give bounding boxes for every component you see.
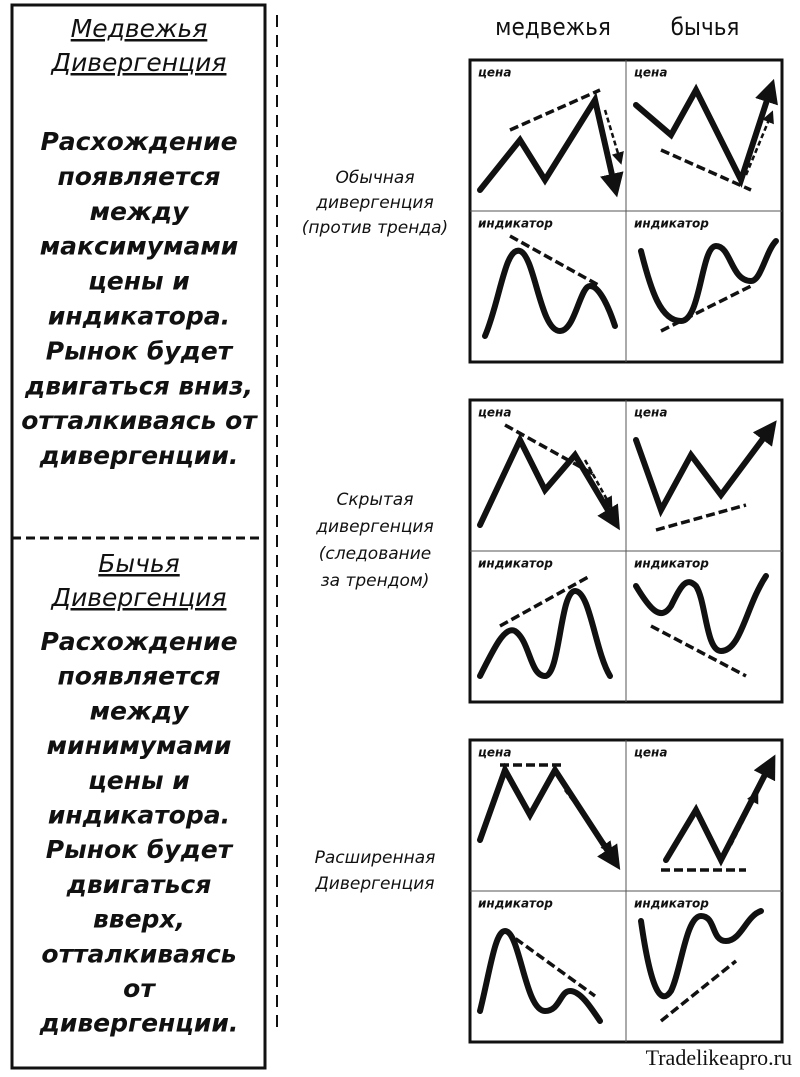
panel-text: Расхождение [40, 627, 237, 656]
curve [477, 762, 621, 871]
panel-title: Медвежья [71, 14, 208, 43]
panel-text: дивергенции. [39, 1009, 239, 1038]
trend-line [659, 959, 738, 1023]
panel-text: между [90, 197, 190, 226]
trend-arrow [744, 110, 774, 176]
row-label: дивергенция [315, 193, 433, 213]
trend-line [504, 423, 596, 477]
panel-text: дивергенции. [39, 441, 239, 470]
cell: индикатор [633, 557, 769, 678]
panel-title: Дивергенция [51, 48, 227, 77]
panel-text: появляется [57, 162, 220, 191]
curve [477, 92, 624, 198]
cell: индикатор [478, 217, 618, 339]
cell-label: индикатор [634, 557, 709, 571]
cell: цена [633, 406, 777, 532]
row-label: Скрытая [337, 490, 414, 510]
curve [663, 754, 776, 867]
cell-label: индикатор [478, 217, 553, 231]
panel-text: вверх, [93, 905, 185, 934]
panel-text: между [90, 696, 190, 725]
panel-text: максимумами [40, 232, 239, 261]
panel-text: Рынок будет [46, 336, 234, 365]
column-header: медвежья [495, 13, 611, 41]
curve [477, 587, 613, 680]
panel-text: от [123, 974, 156, 1003]
cell: цена [477, 66, 624, 198]
trend-line [655, 503, 747, 532]
panel-text: минимумами [47, 731, 232, 760]
cell-label: цена [634, 66, 667, 80]
cell-label: индикатор [478, 897, 553, 911]
curve [638, 238, 779, 325]
cell-label: индикатор [634, 897, 709, 911]
cell: цена [633, 66, 778, 192]
row-label: (против тренда) [302, 218, 448, 238]
cell: цена [634, 746, 776, 872]
curve [477, 927, 603, 1024]
cell: индикатор [477, 897, 603, 1024]
cell: индикатор [634, 897, 764, 1023]
curve [633, 573, 769, 655]
cell-label: цена [634, 406, 667, 420]
panel-title: Бычья [98, 549, 179, 578]
panel-text: Рынок будет [46, 835, 234, 864]
cell-label: индикатор [478, 557, 553, 571]
trend-arrow [583, 459, 613, 510]
panel-text: индикатора. [48, 801, 230, 830]
column-header: бычья [671, 13, 740, 41]
trend-line [509, 234, 601, 288]
cell-label: цена [478, 746, 511, 760]
curve [633, 78, 778, 188]
panel-text: отталкиваясь [41, 939, 236, 968]
cell: индикатор [634, 217, 779, 333]
panel-text: цены и [88, 766, 190, 795]
curve [633, 420, 777, 518]
panel-text: двигаться вниз, [24, 371, 253, 400]
cell: индикатор [477, 557, 613, 680]
trend-line [660, 284, 752, 333]
cell: цена [477, 406, 620, 531]
trend-line [650, 624, 747, 678]
watermark: Tradelikeapro.ru [646, 1045, 792, 1070]
cell: цена [477, 746, 621, 871]
row-label: за трендом) [321, 571, 430, 591]
curve [482, 247, 618, 339]
row-label: (следование [319, 544, 432, 564]
panel-text: отталкиваясь от [21, 406, 258, 435]
row-label: Обычная [335, 168, 414, 188]
row-label: Дивергенция [315, 874, 435, 894]
cell-label: индикатор [634, 217, 709, 231]
panel-text: Расхождение [40, 127, 237, 156]
trend-line [509, 88, 601, 132]
trend-line [503, 929, 597, 998]
cell-label: цена [478, 66, 511, 80]
trend-arrow [729, 790, 759, 846]
cell-label: цена [478, 406, 511, 420]
curve [638, 908, 764, 1000]
row-label: Расширенная [315, 848, 436, 868]
curve [477, 433, 620, 531]
panel-text: индикатора. [48, 302, 230, 331]
trend-arrow [603, 109, 624, 165]
trend-arrow [564, 789, 613, 854]
panel-text: двигаться [66, 870, 212, 899]
panel-text: цены и [88, 267, 190, 296]
trend-line [660, 148, 752, 192]
trend-line [499, 574, 591, 628]
panel-title: Дивергенция [51, 583, 227, 612]
row-label: дивергенция [315, 517, 433, 537]
cell-label: цена [634, 746, 667, 760]
panel-text: появляется [57, 662, 220, 691]
